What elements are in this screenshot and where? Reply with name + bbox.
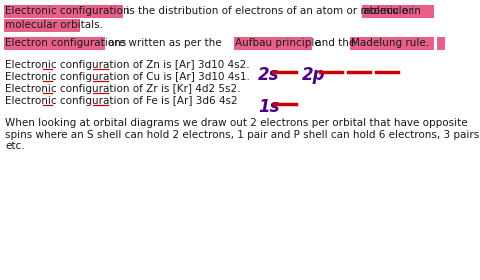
Text: 2p: 2p <box>302 66 325 84</box>
Text: Electronic configuration of Fe is [Ar] 3d6 4s2: Electronic configuration of Fe is [Ar] 3… <box>5 96 238 106</box>
Text: Madelung rule.: Madelung rule. <box>351 38 429 48</box>
Text: Aufbau principle: Aufbau principle <box>235 38 321 48</box>
Text: When looking at orbital diagrams we draw out 2 electrons per orbital that have o: When looking at orbital diagrams we draw… <box>5 118 479 151</box>
Bar <box>4 19 80 32</box>
Bar <box>4 5 123 18</box>
Bar <box>350 37 434 50</box>
Text: is the distribution of electrons of an atom or molecule in: is the distribution of electrons of an a… <box>123 6 424 16</box>
Bar <box>4 37 105 50</box>
Text: 1s: 1s <box>258 98 279 116</box>
Text: Electronic configuration of Zn is [Ar] 3d10 4s2.: Electronic configuration of Zn is [Ar] 3… <box>5 60 250 70</box>
Text: and the: and the <box>312 38 359 48</box>
Text: 2s: 2s <box>258 66 279 84</box>
Text: Electronic configuration of Cu is [Ar] 3d10 4s1.: Electronic configuration of Cu is [Ar] 3… <box>5 72 250 82</box>
Text: Electron configurations: Electron configurations <box>5 38 126 48</box>
Text: Electronic configuration of Zr is [Kr] 4d2 5s2.: Electronic configuration of Zr is [Kr] 4… <box>5 84 240 94</box>
Bar <box>234 37 312 50</box>
Bar <box>362 5 434 18</box>
Bar <box>437 37 445 50</box>
Text: are written as per the: are written as per the <box>105 38 225 48</box>
Text: molecular orbitals.: molecular orbitals. <box>5 20 103 30</box>
Text: Electronic configuration: Electronic configuration <box>5 6 130 16</box>
Text: atomic or: atomic or <box>363 6 413 16</box>
